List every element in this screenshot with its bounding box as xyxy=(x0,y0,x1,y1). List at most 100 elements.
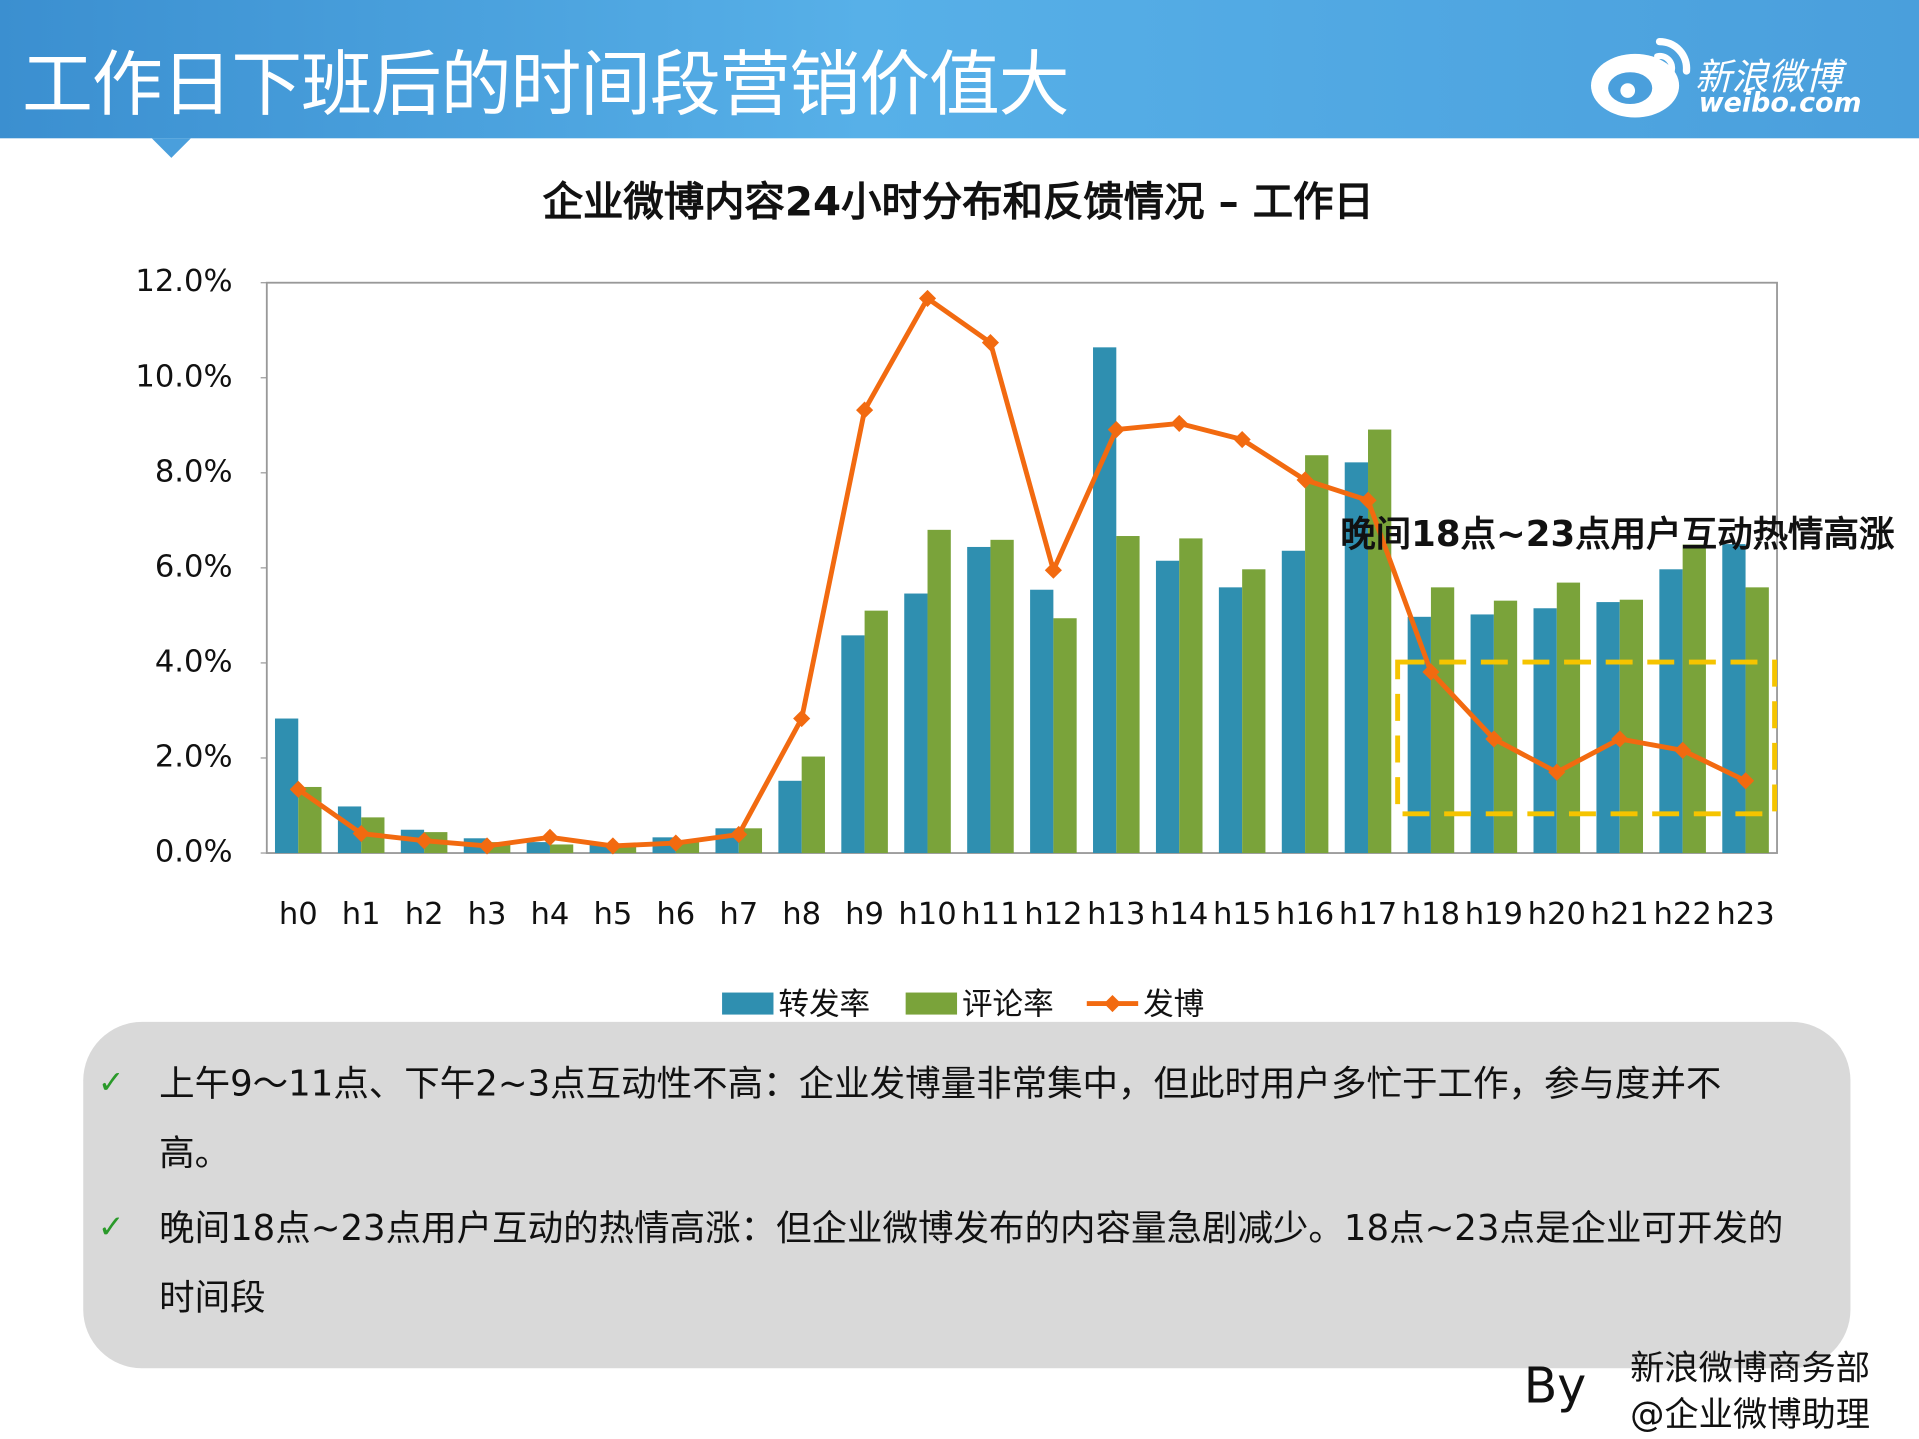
y-tick-label: 10.0% xyxy=(135,359,232,394)
bar xyxy=(1281,550,1306,854)
plot-area xyxy=(265,281,1778,854)
chart-title: 企业微博内容24小时分布和反馈情况 – 工作日 xyxy=(543,178,1374,225)
bar xyxy=(1053,618,1077,854)
highlight-box xyxy=(1395,659,1778,817)
line-marker xyxy=(856,401,874,419)
bar xyxy=(864,610,888,854)
bar xyxy=(1155,560,1180,854)
bar xyxy=(927,529,951,854)
bar xyxy=(778,780,802,854)
legend-label: 发博 xyxy=(1143,988,1204,1022)
bar xyxy=(1218,587,1243,854)
bar xyxy=(1659,569,1683,854)
legend-swatch xyxy=(722,992,774,1015)
y-tick-label: 4.0% xyxy=(155,644,233,679)
logo-name: 新浪微博 xyxy=(1695,56,1842,100)
x-tick-label: h4 xyxy=(531,897,570,932)
x-tick-label: h9 xyxy=(845,897,884,932)
footer-account: @企业微博助理 xyxy=(1630,1393,1871,1435)
bar xyxy=(1596,602,1620,854)
logo-url: weibo.com xyxy=(1698,88,1862,119)
note: ✓ 晚间18点~23点用户互动的热情高涨：但企业微博发布的内容量急剧减少。18点~… xyxy=(97,1206,1784,1319)
bar xyxy=(1344,462,1369,854)
bar xyxy=(1682,544,1706,854)
bar xyxy=(1556,582,1581,854)
y-tick-label: 0.0% xyxy=(155,835,233,870)
x-tick-label: h21 xyxy=(1591,897,1649,932)
x-tick-label: h7 xyxy=(719,897,758,932)
line-marker xyxy=(289,780,307,798)
x-tick-label: h5 xyxy=(593,897,632,932)
x-tick-label: h2 xyxy=(405,897,444,932)
y-tick-label: 8.0% xyxy=(155,454,233,489)
legend-swatch xyxy=(905,992,958,1015)
y-tick-label: 2.0% xyxy=(155,739,233,774)
bar xyxy=(1407,616,1431,854)
bar xyxy=(1722,544,1746,854)
x-tick-label: h1 xyxy=(342,897,381,932)
bar xyxy=(1745,587,1769,854)
x-tick-label: h12 xyxy=(1024,897,1082,932)
chart: 企业微博内容24小时分布和反馈情况 – 工作日 0.0% 2.0% 4.0% 6.0%… xyxy=(135,178,1895,1022)
y-tick-label: 12.0% xyxy=(135,264,232,299)
x-tick-label: h8 xyxy=(782,897,821,932)
footer-by: By xyxy=(1523,1358,1587,1415)
x-tick-label: h0 xyxy=(279,897,318,932)
logo-icon xyxy=(1591,37,1691,118)
bar xyxy=(990,539,1014,854)
bar xyxy=(487,842,511,854)
bar xyxy=(1368,429,1392,854)
x-tick-label: h16 xyxy=(1276,897,1334,932)
line xyxy=(296,295,1747,849)
bar xyxy=(1430,587,1455,854)
bar xyxy=(274,718,299,854)
line-marker xyxy=(1170,414,1188,432)
bar xyxy=(549,844,574,854)
bar xyxy=(589,844,613,854)
x-tick-label: h19 xyxy=(1465,897,1523,932)
bar xyxy=(612,846,637,854)
x-tick-label: h13 xyxy=(1087,897,1145,932)
x-tick-label: h6 xyxy=(656,897,695,932)
notes-box: ✓ 上午9～11点、下午2~3点互动性不高：企业发博量非常集中，但此时用户多忙于工… xyxy=(83,1021,1851,1369)
line-marker xyxy=(478,837,496,855)
note-text: 晚间18点~23点用户互动的热情高涨：但企业微博发布的内容量急剧减少。18点~2… xyxy=(159,1206,1784,1319)
x-tick-label: h15 xyxy=(1213,897,1271,932)
bar xyxy=(801,756,825,854)
line-marker xyxy=(1107,420,1125,439)
x-tick-label: h17 xyxy=(1339,897,1397,932)
line-marker xyxy=(981,334,1000,352)
slide-title: 工作日下班后的时间段营销价值大 xyxy=(22,42,1070,127)
bar xyxy=(1242,569,1266,854)
x-tick-label: h20 xyxy=(1528,897,1586,932)
x-tick-label: h22 xyxy=(1653,897,1711,932)
header: 工作日下班后的时间段营销价值大 新浪微博 weibo.com xyxy=(0,0,1919,139)
x-tick-label: h14 xyxy=(1150,897,1208,932)
x-tick-label: h3 xyxy=(468,897,507,932)
footer-dept: 新浪微博商务部 xyxy=(1630,1347,1871,1388)
bar xyxy=(1179,538,1203,854)
x-tick-label: h11 xyxy=(961,897,1019,932)
legend-marker xyxy=(1103,994,1122,1013)
line-marker xyxy=(667,834,685,852)
bar xyxy=(967,546,991,854)
legend-label: 转发率 xyxy=(778,988,870,1022)
x-tick-label: h18 xyxy=(1402,897,1460,932)
note: ✓ 上午9～11点、下午2~3点互动性不高：企业发博量非常集中，但此时用户多忙于工… xyxy=(97,1062,1722,1174)
legend-label: 评论率 xyxy=(962,988,1054,1022)
line-marker xyxy=(1548,763,1566,781)
bar xyxy=(526,842,550,854)
bar xyxy=(1533,608,1557,854)
note-text: 上午9～11点、下午2~3点互动性不高：企业发博量非常集中，但此时用户多忙于工作… xyxy=(159,1062,1722,1174)
bar xyxy=(337,806,362,854)
bar xyxy=(1305,455,1329,854)
line-marker xyxy=(352,824,370,843)
line-marker xyxy=(415,832,433,850)
bar xyxy=(675,842,700,854)
header-notch xyxy=(151,138,191,158)
bar xyxy=(1093,347,1117,854)
x-tick-label: h23 xyxy=(1716,897,1774,932)
y-tick-label: 6.0% xyxy=(155,549,233,584)
